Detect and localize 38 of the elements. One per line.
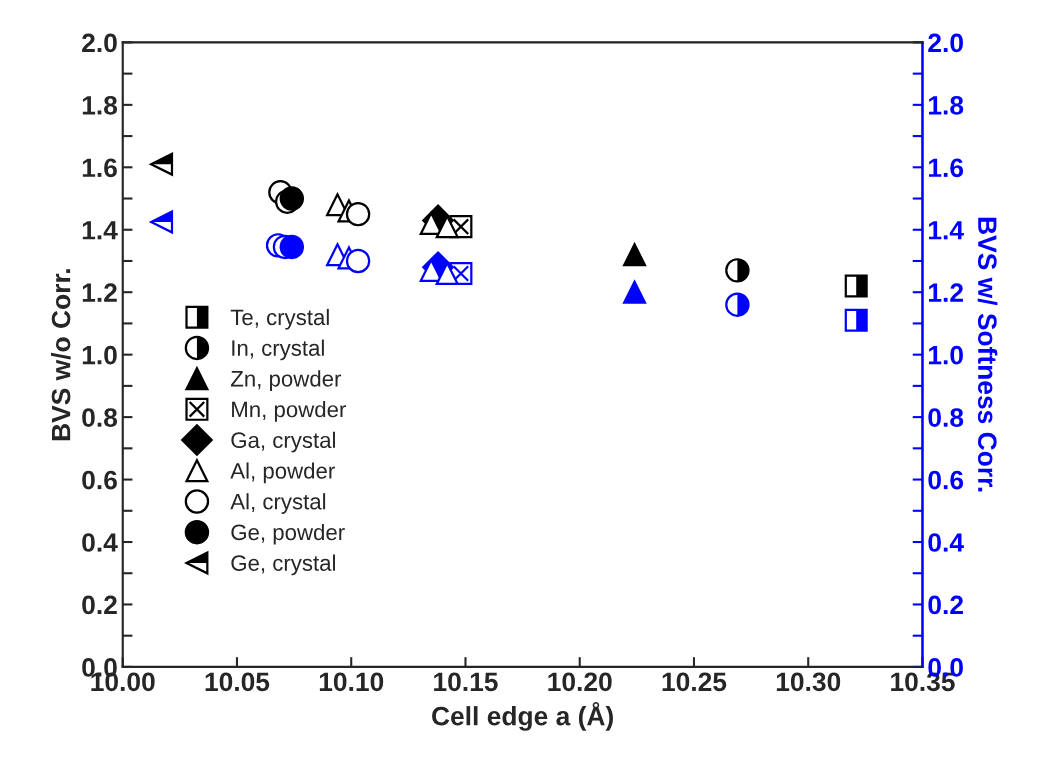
x-tick-label: 10.30 [776,672,841,692]
x-tick-label: 10.20 [548,672,612,692]
y2-tick-label: 0.6 [928,470,964,490]
x-axis-title: Cell edge a (Å) [432,701,613,731]
y2-tick-label: 1.0 [929,345,963,365]
y2-tick-label: 1.2 [929,283,963,302]
legend-label: Mn, powder [232,401,346,422]
legend-label: Al, powder [230,462,335,484]
legend-label: In, crystal [232,339,324,361]
x-tick-label: 10.15 [434,672,498,692]
y-tick-label: 1.2 [82,283,117,302]
y2-tick-label: 0.2 [928,595,963,615]
legend-label: Ga, crystal [231,431,335,453]
y2-tick-label: 1.4 [929,221,964,240]
legend-label: Ge, powder [231,523,345,545]
y2-tick-label: 0.4 [928,533,964,552]
legend-label: Te, crystal [230,308,329,330]
legend-label: Ge, crystal [231,554,335,576]
y-tick-label: 1.4 [82,221,118,240]
x-tick-label: 10.05 [205,672,270,692]
x-tick-label: 10.25 [662,672,727,692]
y2-tick-label: 2.0 [928,33,963,53]
y-tick-label: 1.0 [82,345,117,365]
y-tick-label: 1.8 [82,95,118,115]
y-tick-label: 0.6 [82,470,117,490]
legend-label: Zn, powder [230,370,342,392]
y2-axis-title: BVS w/ Softness Corr. [977,217,998,492]
y-tick-label: 0.2 [82,595,117,615]
legend-label: Al, crystal [230,493,326,514]
y2-tick-label: 0.8 [928,408,964,427]
y-axis-title: BVS w/o Corr. [51,269,71,441]
y-tick-label: 0.4 [82,533,118,552]
y-tick-label: 2.0 [82,33,117,53]
x-tick-label: 10.10 [319,672,384,692]
y-tick-label: 0.8 [82,408,118,427]
y2-tick-label: 1.8 [929,95,964,115]
y-tick-label: 1.6 [82,158,117,178]
y2-tick-label: 1.6 [929,158,964,178]
